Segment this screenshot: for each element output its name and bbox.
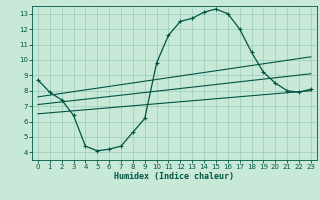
X-axis label: Humidex (Indice chaleur): Humidex (Indice chaleur) bbox=[115, 172, 234, 181]
